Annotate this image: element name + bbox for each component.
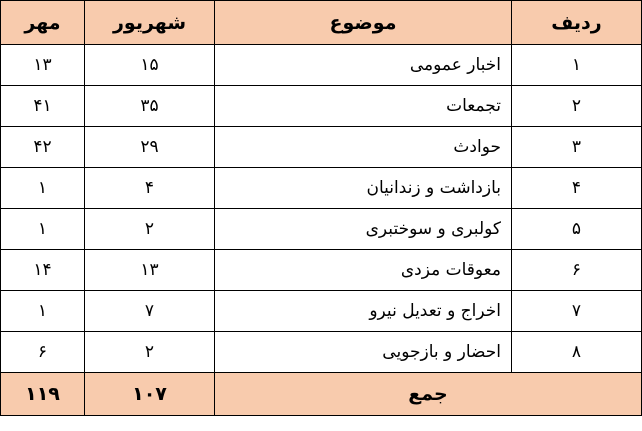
cell-radif: ۵ (511, 208, 642, 250)
cell-shahrivar: ۱۵ (84, 44, 215, 86)
cell-radif: ۶ (511, 249, 642, 291)
cell-radif: ۸ (511, 331, 642, 373)
table-row: ۶ معوقات مزدی ۱۳ ۱۴ (0, 249, 642, 291)
cell-radif: ۲ (511, 85, 642, 127)
table-row: ۲ تجمعات ۳۵ ۴۱ (0, 85, 642, 127)
table-row: ۳ حوادث ۲۹ ۴۲ (0, 126, 642, 168)
cell-shahrivar: ۱۳ (84, 249, 215, 291)
total-mehr: ۱۱۹ (0, 372, 85, 416)
header-radif: ردیف (511, 0, 642, 45)
cell-subject: اخراج و تعدیل نیرو (214, 290, 512, 332)
header-subject: موضوع (214, 0, 512, 45)
cell-subject: حوادث (214, 126, 512, 168)
cell-subject: تجمعات (214, 85, 512, 127)
cell-subject: احضار و بازجویی (214, 331, 512, 373)
cell-shahrivar: ۲۹ (84, 126, 215, 168)
header-shahrivar: شهریور (84, 0, 215, 45)
cell-subject: بازداشت و زندانیان (214, 167, 512, 209)
report-table: ردیف موضوع شهریور مهر ۱ اخبار عمومی ۱۵ ۱۳ ۲ ت… (0, 0, 642, 416)
cell-subject: کولبری و سوختبری (214, 208, 512, 250)
cell-shahrivar: ۷ (84, 290, 215, 332)
table-row: ۵ کولبری و سوختبری ۲ ۱ (0, 208, 642, 250)
cell-mehr: ۱۴ (0, 249, 85, 291)
cell-subject: اخبار عمومی (214, 44, 512, 86)
cell-radif: ۴ (511, 167, 642, 209)
table-row: ۴ بازداشت و زندانیان ۴ ۱ (0, 167, 642, 209)
cell-radif: ۱ (511, 44, 642, 86)
cell-subject: معوقات مزدی (214, 249, 512, 291)
cell-shahrivar: ۲ (84, 208, 215, 250)
cell-mehr: ۱۳ (0, 44, 85, 86)
total-label: جمع (214, 372, 642, 416)
cell-mehr: ۱ (0, 208, 85, 250)
cell-shahrivar: ۴ (84, 167, 215, 209)
table-row: ۱ اخبار عمومی ۱۵ ۱۳ (0, 44, 642, 86)
cell-shahrivar: ۲ (84, 331, 215, 373)
table-row: ۷ اخراج و تعدیل نیرو ۷ ۱ (0, 290, 642, 332)
cell-radif: ۳ (511, 126, 642, 168)
cell-mehr: ۱ (0, 167, 85, 209)
cell-mehr: ۱ (0, 290, 85, 332)
total-shahrivar: ۱۰۷ (84, 372, 215, 416)
cell-mehr: ۴۱ (0, 85, 85, 127)
cell-mehr: ۶ (0, 331, 85, 373)
header-row: ردیف موضوع شهریور مهر (0, 0, 642, 45)
total-row: جمع ۱۰۷ ۱۱۹ (0, 372, 642, 416)
cell-radif: ۷ (511, 290, 642, 332)
header-mehr: مهر (0, 0, 85, 45)
table-row: ۸ احضار و بازجویی ۲ ۶ (0, 331, 642, 373)
cell-mehr: ۴۲ (0, 126, 85, 168)
cell-shahrivar: ۳۵ (84, 85, 215, 127)
